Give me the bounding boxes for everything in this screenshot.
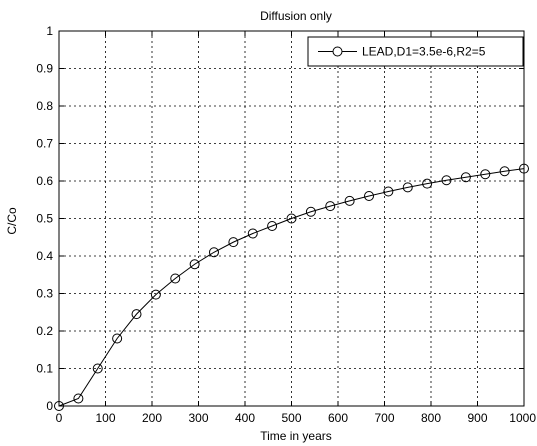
y-tick-label: 0.4 bbox=[36, 249, 53, 263]
y-axis-label: C/Co bbox=[5, 207, 19, 235]
data-point bbox=[383, 186, 394, 197]
data-point bbox=[422, 178, 433, 189]
x-tick-label: 100 bbox=[95, 411, 115, 425]
x-tick-label: 0 bbox=[56, 411, 63, 425]
x-tick-label: 500 bbox=[281, 411, 301, 425]
y-tick-label: 0.1 bbox=[36, 362, 53, 376]
x-tick-label: 400 bbox=[235, 411, 255, 425]
data-point bbox=[228, 237, 239, 248]
data-point bbox=[131, 309, 142, 320]
x-tick-label: 200 bbox=[142, 411, 162, 425]
data-point bbox=[364, 191, 375, 201]
y-tick-label: 0.2 bbox=[36, 324, 53, 338]
x-tick-label: 700 bbox=[374, 411, 394, 425]
x-axis-label: Time in years bbox=[260, 429, 332, 443]
legend-label: LEAD,D1=3.5e-6,R2=5 bbox=[362, 45, 486, 59]
axis-ticks: 0 100 200 300 400 500 600 700 800 900 1000 0 0.1 0.2 0… bbox=[36, 24, 536, 425]
x-tick-label: 300 bbox=[188, 411, 208, 425]
x-tick-label: 600 bbox=[328, 411, 348, 425]
data-point bbox=[344, 195, 355, 206]
legend: LEAD,D1=3.5e-6,R2=5 bbox=[307, 36, 524, 67]
legend-box bbox=[307, 36, 524, 67]
legend-marker-circle bbox=[332, 46, 343, 57]
y-tick-label: 0.5 bbox=[36, 212, 53, 226]
y-tick-label: 0.6 bbox=[36, 174, 53, 188]
data-point bbox=[402, 182, 413, 193]
y-tick-label: 0 bbox=[46, 399, 53, 413]
x-tick-label: 900 bbox=[467, 411, 487, 425]
data-point bbox=[189, 259, 200, 270]
y-tick-label: 0.9 bbox=[36, 62, 53, 76]
data-point bbox=[92, 363, 103, 374]
x-tick-label: 800 bbox=[421, 411, 441, 425]
data-point bbox=[170, 273, 181, 284]
data-point bbox=[286, 213, 297, 224]
data-point bbox=[54, 401, 64, 411]
series-line bbox=[58, 168, 525, 407]
series-layer bbox=[54, 163, 529, 411]
data-point bbox=[208, 247, 219, 258]
data-point bbox=[267, 221, 278, 231]
data-point bbox=[480, 169, 491, 180]
chart-title: Diffusion only bbox=[260, 9, 332, 23]
y-tick-label: 0.3 bbox=[36, 287, 53, 301]
data-point bbox=[519, 163, 529, 174]
data-point bbox=[73, 393, 84, 404]
data-point bbox=[499, 166, 510, 177]
data-point bbox=[325, 201, 336, 212]
data-point bbox=[247, 228, 258, 239]
x-tick-label: 1000 bbox=[509, 411, 536, 425]
data-point bbox=[305, 206, 316, 217]
data-point bbox=[460, 172, 471, 183]
y-tick-label: 0.7 bbox=[36, 137, 53, 151]
data-point bbox=[112, 333, 123, 344]
data-point bbox=[441, 175, 452, 186]
data-point bbox=[150, 289, 161, 300]
y-tick-label: 1 bbox=[46, 24, 53, 38]
y-tick-label: 0.8 bbox=[36, 99, 53, 113]
